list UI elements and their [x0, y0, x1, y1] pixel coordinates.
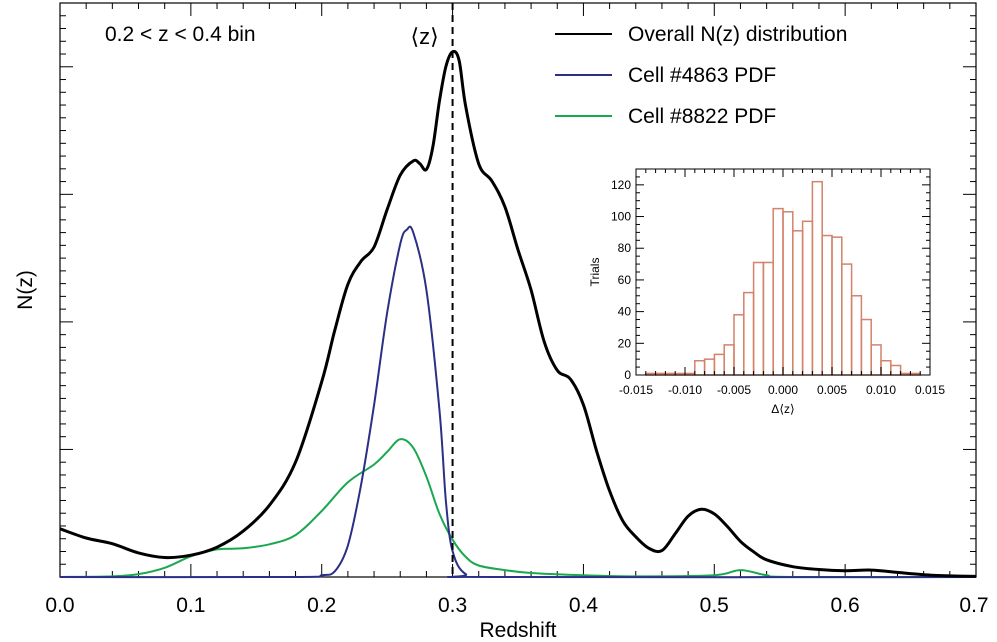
legend-label-cell-8822: Cell #8822 PDF [628, 105, 776, 128]
legend-item-cell-8822: Cell #8822 PDF [555, 105, 776, 128]
series-line-cell-8822 [59, 438, 977, 579]
inset-x-tick-label: 0.000 [768, 383, 798, 397]
inset-x-tick-label: -0.015 [619, 383, 653, 397]
mean-redshift-label: ⟨z⟩ [410, 24, 438, 49]
inset-y-tick-label: 100 [611, 210, 631, 224]
legend: Overall N(z) distribution Cell #4863 PDF… [555, 23, 847, 128]
inset-y-tick-label: 20 [618, 336, 632, 350]
inset-x-tick-label: 0.015 [915, 383, 945, 397]
inset-y-tick-label: 80 [618, 241, 632, 255]
legend-item-overall: Overall N(z) distribution [555, 23, 847, 46]
inset-y-tick-label: 120 [611, 178, 631, 192]
inset-x-tick-labels: -0.015 -0.010 -0.005 0.000 0.005 0.010 0.015 [619, 383, 945, 397]
x-tick-label: 0.0 [45, 594, 74, 617]
inset-x-axis-title: Δ⟨z⟩ [771, 402, 794, 416]
inset-x-tick-label: -0.010 [668, 383, 702, 397]
legend-label-overall: Overall N(z) distribution [628, 23, 847, 46]
main-series-lines [59, 49, 977, 579]
inset-y-axis-title: Trials [588, 258, 602, 287]
y-axis-title: N(z) [14, 270, 37, 310]
bin-annotation: 0.2 < z < 0.4 bin [105, 23, 256, 46]
x-tick-label: 0.1 [176, 594, 205, 617]
inset-y-tick-label: 0 [624, 368, 631, 382]
inset-y-tick-label: 60 [618, 273, 632, 287]
legend-item-cell-4863: Cell #4863 PDF [555, 64, 776, 87]
inset-axis-ticks [635, 168, 931, 376]
series-line-cell-4863 [59, 225, 977, 579]
main-chart: 0.0 0.1 0.2 0.3 0.4 0.5 0.6 0.7 ⟨z⟩ 0.2 < z < 0… [14, 2, 989, 642]
x-axis-title: Redshift [479, 619, 556, 642]
inset-y-tick-label: 40 [618, 305, 632, 319]
inset-x-tick-label: 0.005 [817, 383, 847, 397]
x-tick-label: 0.5 [700, 594, 729, 617]
x-tick-label: 0.4 [569, 594, 599, 617]
inset-histogram: -0.015 -0.010 -0.005 0.000 0.005 0.010 0.015 0… [588, 168, 945, 416]
legend-label-cell-4863: Cell #4863 PDF [628, 64, 776, 87]
main-x-tick-labels: 0.0 0.1 0.2 0.3 0.4 0.5 0.6 0.7 [45, 594, 988, 617]
series-line-overall [59, 49, 977, 578]
inset-x-tick-label: 0.010 [866, 383, 896, 397]
inset-x-tick-label: -0.005 [717, 383, 751, 397]
x-tick-label: 0.6 [831, 594, 860, 617]
x-tick-label: 0.3 [438, 594, 467, 617]
inset-y-tick-labels: 0 20 40 60 80 100 120 [611, 178, 631, 382]
x-tick-label: 0.7 [959, 594, 988, 617]
x-tick-label: 0.2 [307, 594, 336, 617]
